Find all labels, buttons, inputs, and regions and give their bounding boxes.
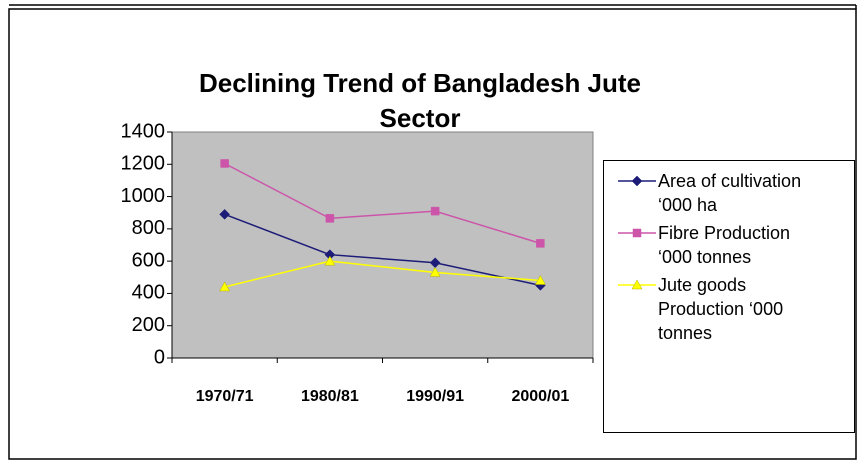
- legend-marker: [631, 175, 643, 187]
- frame: [8, 8, 857, 460]
- legend-label: Jute goods Production ‘000 tonnes: [658, 275, 784, 343]
- x-tick-label: 1970/71: [196, 388, 254, 405]
- point: [220, 159, 229, 168]
- point: [219, 281, 231, 292]
- y-tick-label: 1000: [121, 185, 166, 207]
- point: [219, 208, 230, 220]
- y-tick-label: 400: [132, 282, 165, 304]
- legend-entry: Fibre Production ‘000 tonnes: [614, 221, 846, 269]
- x-tick-label: 2000/01: [511, 388, 569, 405]
- legend-entry: Area of cultivation ‘000 ha: [614, 169, 846, 217]
- point: [430, 206, 440, 216]
- plot-area: [171, 131, 594, 359]
- legend-swatch: [618, 279, 656, 290]
- x-tick-label: 1980/81: [301, 388, 359, 405]
- point: [324, 255, 336, 266]
- point: [534, 274, 546, 285]
- legend-label: Area of cultivation ‘000 ha: [658, 171, 802, 215]
- legend-label: Fibre Production ‘000 tonnes: [658, 223, 791, 267]
- series-line: [224, 162, 541, 245]
- y-tick-label: 600: [132, 249, 165, 271]
- legend-swatch: [618, 175, 656, 187]
- y-tick-label: 1200: [121, 153, 166, 175]
- series-line: [224, 260, 541, 288]
- y-tick-label: 200: [132, 314, 165, 336]
- chart-title: Declining Trend of Bangladesh Jute Secto…: [198, 68, 642, 133]
- legend: Area of cultivation ‘000 ha Fibre Product…: [603, 160, 855, 433]
- legend-marker: [631, 279, 643, 290]
- x-tick-label: 1990/91: [406, 388, 464, 405]
- legend-entry: Jute goods Production ‘000 tonnes: [614, 273, 846, 345]
- point: [325, 214, 335, 223]
- y-tick-label: 1400: [121, 120, 166, 142]
- legend-swatch: [618, 228, 656, 238]
- series-line: [224, 213, 541, 287]
- point: [536, 239, 545, 248]
- y-tick-label: 0: [154, 346, 165, 368]
- y-tick-label: 800: [132, 217, 165, 239]
- point: [429, 266, 441, 277]
- legend-marker: [632, 228, 642, 238]
